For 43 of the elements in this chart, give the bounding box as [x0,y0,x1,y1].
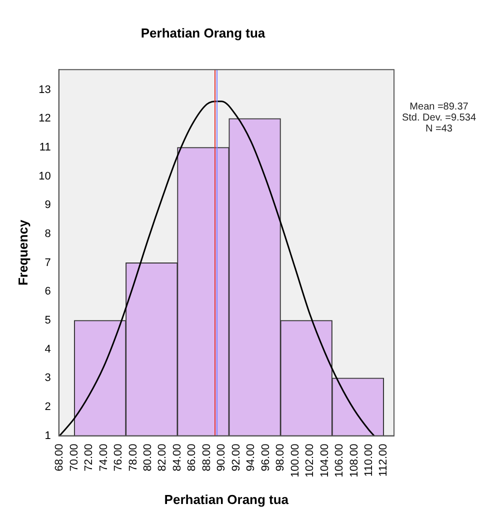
x-tick-label: 106.00 [334,444,346,478]
x-tick-label: 102.00 [304,444,316,478]
y-tick-label: 13 [38,84,51,96]
x-tick-label: 82.00 [156,444,169,472]
x-tick-label: 78.00 [127,444,140,472]
x-tick-label: 68.00 [54,444,66,472]
x-tick-label: 96.00 [260,444,272,472]
y-axis-title: Frequency [15,219,30,286]
x-tick-label: 100.00 [289,444,302,478]
x-tick-label: 76.00 [112,444,125,472]
text: Mean =89.37 [410,102,469,113]
x-tick-label: 86.00 [186,444,198,472]
x-tick-label: 110.00 [362,444,375,477]
x-axis-title: Perhatian Orang tua [164,492,290,507]
y-tick-label: 7 [44,256,51,269]
x-tick-label: 74.00 [98,444,110,472]
x-tick-label: 92.00 [230,444,242,472]
chart-title: Perhatian Orang tua [140,25,266,40]
x-tick-label: 72.00 [83,444,96,472]
y-tick-label: 5 [44,314,51,326]
y-tick-label: 12 [38,112,51,125]
x-tick-label: 90.00 [216,444,228,472]
y-tick-label: 9 [44,199,51,212]
line-series [58,100,375,436]
y-tick-label: 1 [44,430,51,442]
x-tick-label: 108.00 [348,444,360,478]
text: Std. Dev. =9.534 [402,112,476,124]
y-tick-label: 3 [44,372,51,384]
text: N =43 [426,124,453,135]
x-tick-label: 70.00 [68,444,80,472]
y-tick-label: 2 [44,400,51,413]
x-tick-label: 94.00 [245,444,258,472]
y-tick-label: 11 [39,141,51,154]
y-tick-label: 4 [44,343,51,356]
x-tick-label: 104.00 [318,444,331,478]
y-tick-label: 6 [44,286,51,298]
x-tick-label: 98.00 [274,444,287,472]
x-tick-label: 84.00 [171,444,184,472]
x-tick-label: 112.00 [378,444,390,477]
x-tick-label: 80.00 [142,444,154,472]
x-tick-label: 88.00 [200,444,213,472]
y-tick-label: 8 [44,228,51,240]
y-tick-label: 10 [38,170,51,182]
